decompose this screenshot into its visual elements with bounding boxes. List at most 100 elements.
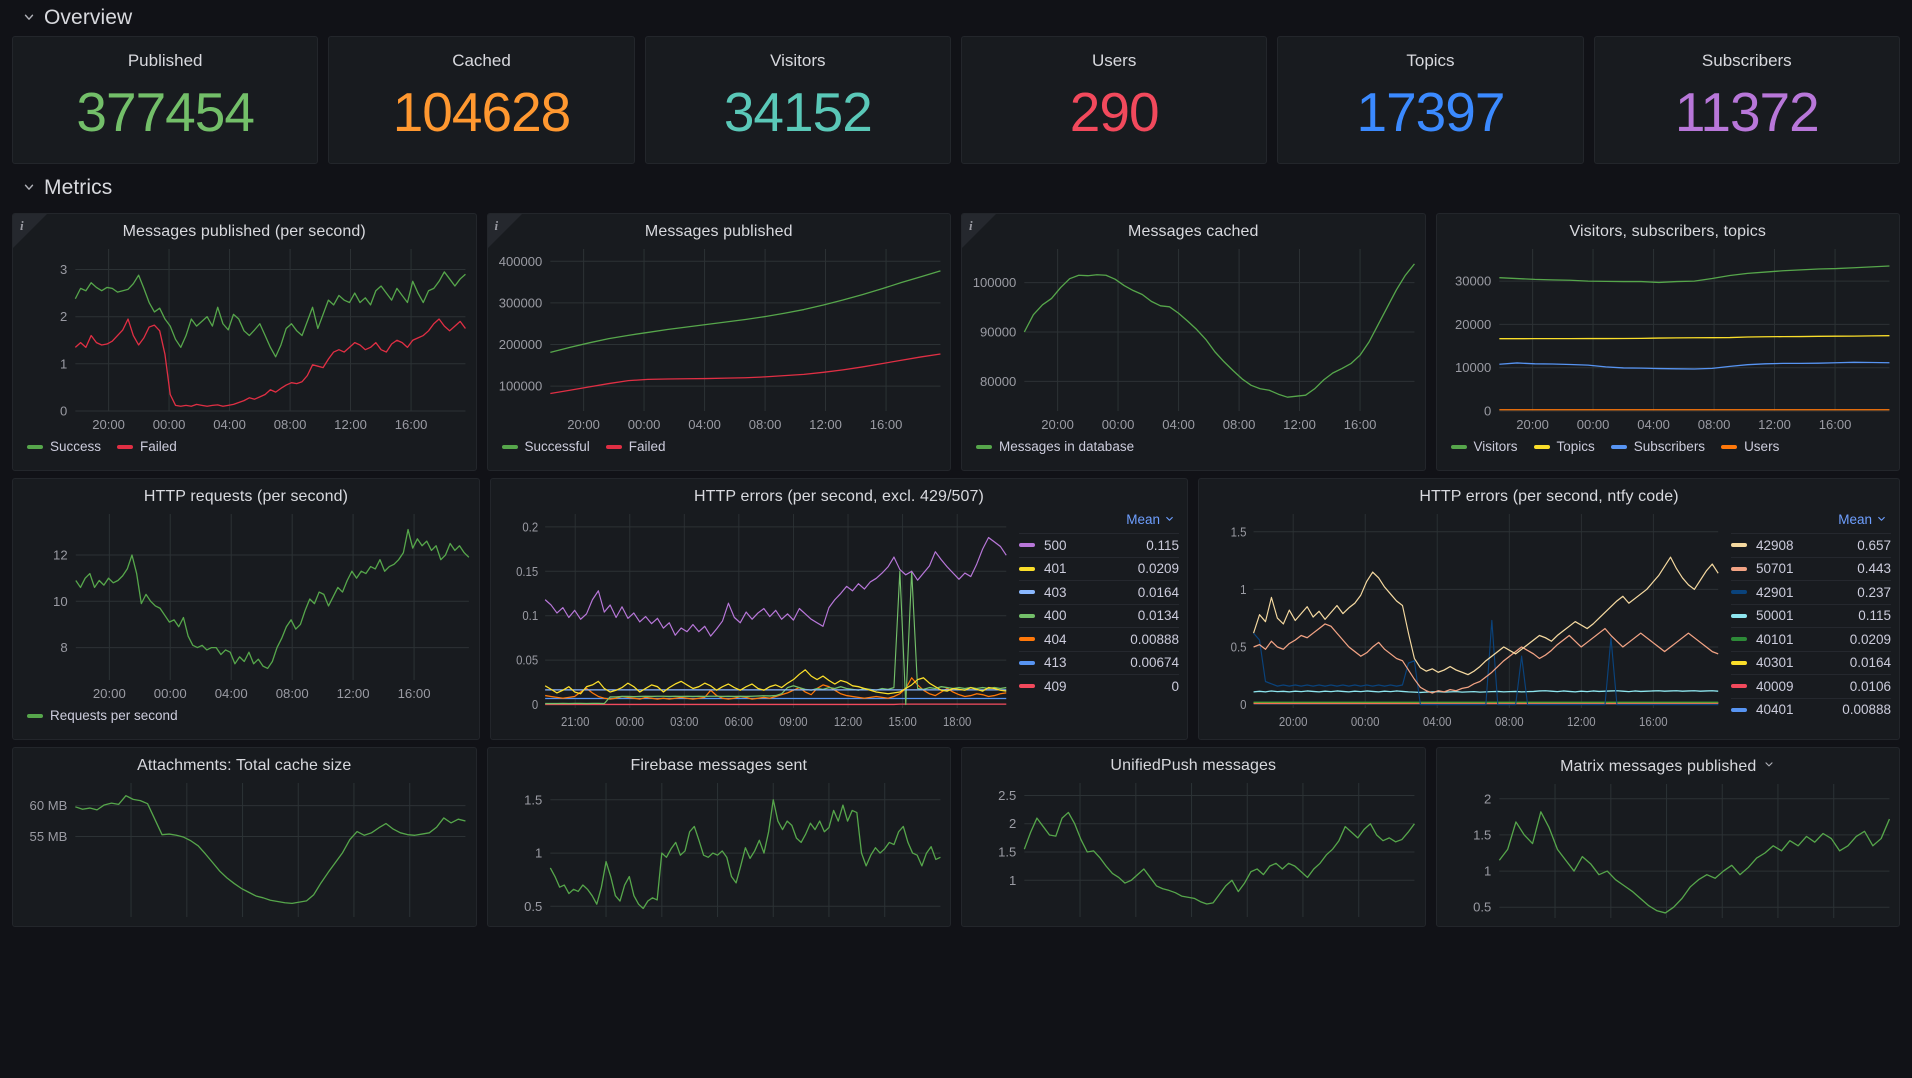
chart-row-1: i Messages published (per second) 0 1 2 3 20:0… xyxy=(10,213,1902,471)
legend-series-name[interactable]: 404 xyxy=(1044,631,1067,647)
legend-series-name[interactable]: Messages in database xyxy=(999,439,1135,454)
info-icon[interactable]: i xyxy=(20,218,24,233)
legend-color-swatch xyxy=(27,444,43,449)
legend-series-name[interactable]: Failed xyxy=(628,439,666,454)
legend-row[interactable]: 500 0.115 xyxy=(1019,533,1179,557)
chevron-down-icon[interactable] xyxy=(1763,757,1775,775)
stat-panel-subscribers[interactable]: Subscribers 11372 xyxy=(1593,36,1900,164)
panel-firebase-messages-sent[interactable]: Firebase messages sent 0.5 1 1.5 xyxy=(486,747,951,927)
info-icon[interactable]: i xyxy=(494,218,499,233)
row-header-overview[interactable]: Overview xyxy=(10,0,1902,36)
panel-http-errors-ntfy[interactable]: HTTP errors (per second, ntfy code) 0 0.5 1… xyxy=(1198,478,1900,740)
stat-title: Users xyxy=(1091,51,1137,70)
legend-series-name[interactable]: 42901 xyxy=(1756,584,1794,600)
panel-matrix-messages-published[interactable]: Matrix messages published 0.5 1 1.5 2 xyxy=(1435,747,1900,927)
legend-row[interactable]: 42901 0.237 xyxy=(1731,580,1891,604)
panel-title: Messages cached xyxy=(962,214,1425,241)
panel-messages-cached[interactable]: i Messages cached 80000 90000 100000 20:00 00:… xyxy=(961,213,1426,471)
legend-series-name[interactable]: 50001 xyxy=(1756,608,1794,624)
legend-row[interactable]: 40009 0.0106 xyxy=(1731,674,1891,698)
legend-item[interactable]: Users xyxy=(1721,439,1779,454)
legend-row[interactable]: 42908 0.657 xyxy=(1731,533,1891,557)
legend-item[interactable]: Failed xyxy=(605,439,666,454)
svg-text:1.5: 1.5 xyxy=(998,845,1016,860)
panel-http-requests-per-second[interactable]: HTTP requests (per second) 8 10 12 20:00 00:0… xyxy=(12,478,480,740)
info-icon[interactable]: i xyxy=(969,218,973,233)
legend-series-name[interactable]: Visitors xyxy=(1473,439,1518,454)
panel-visitors-subscribers-topics[interactable]: Visitors, subscribers, topics 0 10000 20000… xyxy=(1435,213,1900,471)
legend-item[interactable]: Success xyxy=(27,439,101,454)
legend-item[interactable]: Requests per second xyxy=(27,708,178,723)
legend-series-name[interactable]: 401 xyxy=(1044,561,1067,577)
chevron-down-icon[interactable] xyxy=(1164,512,1175,527)
legend-series-name[interactable]: Successful xyxy=(524,439,590,454)
legend-series-name[interactable]: 40009 xyxy=(1756,678,1794,694)
panel-unifiedpush-messages[interactable]: UnifiedPush messages 1 1.5 2 2.5 xyxy=(961,747,1426,927)
legend-series-name[interactable]: 403 xyxy=(1044,584,1067,600)
legend-row[interactable]: 50001 0.115 xyxy=(1731,603,1891,628)
legend-series-name[interactable]: Success xyxy=(50,439,102,454)
legend-series-name[interactable]: 409 xyxy=(1044,678,1067,694)
legend-item[interactable]: Subscribers xyxy=(1610,439,1706,454)
legend-row[interactable]: 401 0.0209 xyxy=(1019,556,1179,581)
legend-item[interactable]: Messages in database xyxy=(976,439,1134,454)
row-header-metrics[interactable]: Metrics xyxy=(10,170,1902,206)
legend-sort-header[interactable]: Mean xyxy=(1731,506,1891,533)
panel-title-text: Messages cached xyxy=(1128,223,1259,240)
legend-row[interactable]: 50701 0.443 xyxy=(1731,556,1891,581)
legend-color-swatch xyxy=(1731,684,1747,689)
legend-row[interactable]: 409 0 xyxy=(1019,674,1179,698)
stat-panel-visitors[interactable]: Visitors 34152 xyxy=(644,36,951,164)
svg-text:55 MB: 55 MB xyxy=(30,829,68,844)
legend-row[interactable]: 40301 0.0164 xyxy=(1731,650,1891,675)
legend-sort-header[interactable]: Mean xyxy=(1019,506,1179,533)
legend-series-name[interactable]: 500 xyxy=(1044,537,1067,553)
stat-panel-users[interactable]: Users 290 xyxy=(960,36,1268,164)
panel-title: Matrix messages published xyxy=(1437,748,1900,776)
chart-plot-area: 0 1 2 3 20:00 00:00 04:00 08:00 12:00 16:00 xyxy=(60,249,466,432)
legend-series-name[interactable]: 40301 xyxy=(1756,655,1794,671)
svg-text:08:00: 08:00 xyxy=(276,686,309,701)
legend-series-name[interactable]: 50701 xyxy=(1756,561,1794,577)
svg-text:1.5: 1.5 xyxy=(524,792,542,807)
stat-panel-published[interactable]: Published 377454 xyxy=(12,36,319,164)
legend-row[interactable]: 404 0.00888 xyxy=(1019,627,1179,651)
panel-attachments-total-cache-size[interactable]: Attachments: Total cache size 55 MB 60 MB xyxy=(12,747,477,927)
legend-series-name[interactable]: 42908 xyxy=(1756,537,1794,553)
svg-text:16:00: 16:00 xyxy=(398,686,431,701)
series-line-Messages xyxy=(549,799,941,910)
chevron-down-icon[interactable] xyxy=(1876,512,1887,527)
legend-color-swatch xyxy=(1019,590,1035,595)
stat-panel-cached[interactable]: Cached 104628 xyxy=(328,36,635,164)
svg-text:8: 8 xyxy=(60,640,67,655)
legend-row[interactable]: 40401 0.00888 xyxy=(1731,697,1891,722)
svg-text:04:00: 04:00 xyxy=(213,417,246,432)
legend-series-name[interactable]: Requests per second xyxy=(50,708,178,723)
legend-series-name[interactable]: 400 xyxy=(1044,608,1067,624)
legend-series-value: 0.115 xyxy=(1858,608,1891,624)
series-line-Visitors xyxy=(1498,265,1889,284)
svg-text:0.5: 0.5 xyxy=(1231,640,1247,655)
legend-series-name[interactable]: 40101 xyxy=(1756,631,1794,647)
legend-row[interactable]: 413 0.00674 xyxy=(1019,650,1179,675)
legend-series-name[interactable]: Topics xyxy=(1556,439,1595,454)
legend-row[interactable]: 403 0.0164 xyxy=(1019,580,1179,604)
panel-messages-published[interactable]: i Messages published 100000 200000 300000 400… xyxy=(486,213,951,471)
stat-panel-topics[interactable]: Topics 17397 xyxy=(1277,36,1584,164)
panel-messages-published-per-second[interactable]: i Messages published (per second) 0 1 2 3 20:0… xyxy=(12,213,477,471)
legend-series-name[interactable]: Subscribers xyxy=(1633,439,1706,454)
legend-series-name[interactable]: 413 xyxy=(1044,655,1067,671)
legend-item[interactable]: Successful xyxy=(501,439,590,454)
legend-item[interactable]: Visitors xyxy=(1450,439,1518,454)
legend-series-name[interactable]: Failed xyxy=(140,439,177,454)
legend-row[interactable]: 400 0.0134 xyxy=(1019,603,1179,628)
legend-series-name[interactable]: 40401 xyxy=(1756,702,1794,718)
svg-text:0.1: 0.1 xyxy=(522,608,538,623)
legend-item[interactable]: Failed xyxy=(117,439,177,454)
legend-item[interactable]: Topics xyxy=(1533,439,1595,454)
panel-http-errors-excl[interactable]: HTTP errors (per second, excl. 429/507) 0… xyxy=(490,478,1188,740)
svg-text:00:00: 00:00 xyxy=(153,417,186,432)
svg-text:20:00: 20:00 xyxy=(567,417,600,432)
legend-series-name[interactable]: Users xyxy=(1744,439,1780,454)
legend-row[interactable]: 40101 0.0209 xyxy=(1731,627,1891,651)
